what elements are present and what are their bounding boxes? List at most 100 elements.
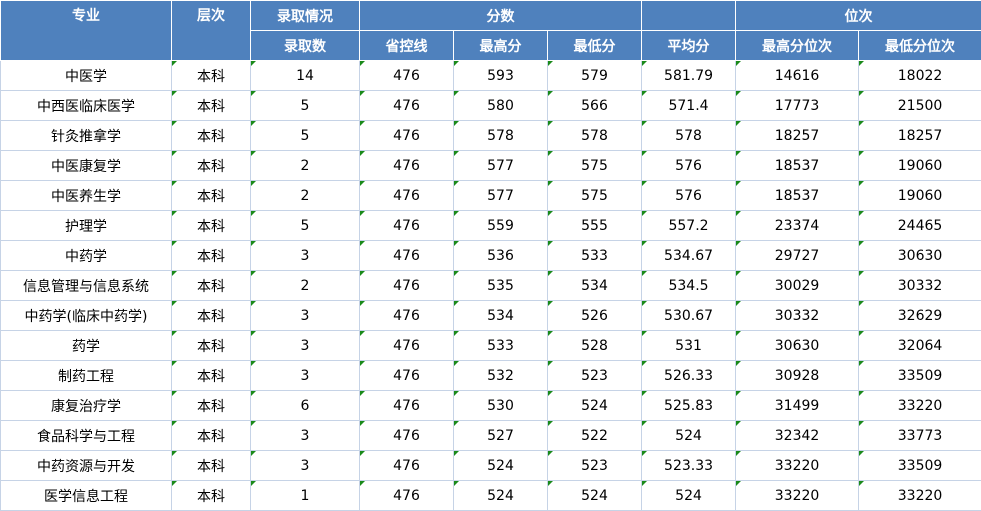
table-row: 中西医临床医学 本科 5 476 580 566 571.4 17773 21500: [0, 90, 981, 121]
cell-admit-count: 3: [250, 240, 360, 271]
cell-avg-score: 526.33: [641, 360, 737, 391]
cell-max-score: 534: [453, 300, 548, 331]
cell-max-rank: 14616: [735, 60, 860, 91]
cell-major: 中医养生学: [0, 180, 172, 211]
cell-province-line: 476: [359, 450, 454, 481]
cell-province-line: 476: [359, 300, 454, 331]
table-row: 中药学(临床中药学) 本科 3 476 534 526 530.67 30332 32629: [0, 300, 981, 331]
header-scores: 分数: [358, 0, 643, 31]
cell-major: 中医康复学: [0, 150, 172, 181]
cell-level: 本科: [171, 210, 251, 241]
cell-min-score: 578: [546, 120, 643, 151]
cell-admit-count: 3: [250, 420, 360, 451]
cell-province-line: 476: [359, 330, 454, 361]
cell-level: 本科: [171, 270, 251, 301]
cell-max-rank: 33220: [735, 450, 860, 481]
cell-admit-count: 3: [250, 360, 360, 391]
cell-min-rank: 33220: [858, 390, 981, 421]
cell-province-line: 476: [359, 150, 454, 181]
cell-min-score: 555: [546, 210, 643, 241]
cell-max-score: 578: [453, 120, 548, 151]
cell-max-rank: 32342: [735, 420, 860, 451]
cell-avg-score: 523.33: [641, 450, 737, 481]
cell-max-score: 580: [453, 90, 548, 121]
cell-province-line: 476: [359, 240, 454, 271]
cell-min-rank: 33509: [858, 360, 981, 391]
cell-major: 中药学: [0, 240, 172, 271]
cell-min-score: 575: [546, 150, 643, 181]
header-level: 层次: [171, 0, 251, 61]
table-row: 食品科学与工程 本科 3 476 527 522 524 32342 33773: [0, 420, 981, 451]
cell-major: 中药学(临床中药学): [0, 300, 172, 331]
header-min-rank: 最低分位次: [858, 30, 981, 61]
cell-major: 护理学: [0, 210, 172, 241]
header-admission: 录取情况: [250, 0, 360, 31]
cell-admit-count: 3: [250, 300, 360, 331]
cell-min-score: 522: [546, 420, 643, 451]
header-avg-score: 平均分: [641, 30, 737, 61]
cell-admit-count: 5: [250, 210, 360, 241]
cell-admit-count: 2: [250, 180, 360, 211]
cell-min-rank: 19060: [858, 150, 981, 181]
cell-major: 食品科学与工程: [0, 420, 172, 451]
cell-min-rank: 30630: [858, 240, 981, 271]
cell-min-rank: 24465: [858, 210, 981, 241]
cell-min-score: 566: [546, 90, 643, 121]
cell-admit-count: 14: [250, 60, 360, 91]
cell-admit-count: 3: [250, 330, 360, 361]
table-row: 中医康复学 本科 2 476 577 575 576 18537 19060: [0, 150, 981, 181]
cell-max-score: 577: [453, 180, 548, 211]
table-row: 中医学 本科 14 476 593 579 581.79 14616 18022: [0, 60, 981, 91]
cell-min-rank: 30332: [858, 270, 981, 301]
cell-level: 本科: [171, 150, 251, 181]
cell-major: 信息管理与信息系统: [0, 270, 172, 301]
cell-avg-score: 524: [641, 480, 737, 511]
cell-max-score: 536: [453, 240, 548, 271]
cell-min-rank: 32064: [858, 330, 981, 361]
cell-avg-score: 578: [641, 120, 737, 151]
cell-major: 中医学: [0, 60, 172, 91]
cell-province-line: 476: [359, 420, 454, 451]
cell-min-score: 579: [546, 60, 643, 91]
cell-major: 药学: [0, 330, 172, 361]
cell-major: 中西医临床医学: [0, 90, 172, 121]
cell-avg-score: 534.67: [641, 240, 737, 271]
cell-admit-count: 2: [250, 150, 360, 181]
cell-avg-score: 531: [641, 330, 737, 361]
cell-avg-score: 576: [641, 150, 737, 181]
cell-level: 本科: [171, 120, 251, 151]
cell-avg-score: 557.2: [641, 210, 737, 241]
cell-level: 本科: [171, 420, 251, 451]
cell-admit-count: 5: [250, 90, 360, 121]
cell-max-score: 530: [453, 390, 548, 421]
table-row: 护理学 本科 5 476 559 555 557.2 23374 24465: [0, 210, 981, 241]
cell-level: 本科: [171, 180, 251, 211]
table-row: 康复治疗学 本科 6 476 530 524 525.83 31499 33220: [0, 390, 981, 421]
cell-min-score: 534: [546, 270, 643, 301]
cell-major: 康复治疗学: [0, 390, 172, 421]
cell-min-rank: 33220: [858, 480, 981, 511]
cell-admit-count: 6: [250, 390, 360, 421]
cell-max-score: 524: [453, 450, 548, 481]
cell-min-rank: 21500: [858, 90, 981, 121]
cell-province-line: 476: [359, 210, 454, 241]
cell-avg-score: 524: [641, 420, 737, 451]
header-max-score: 最高分: [453, 30, 548, 61]
table-row: 医学信息工程 本科 1 476 524 524 524 33220 33220: [0, 480, 981, 511]
cell-province-line: 476: [359, 90, 454, 121]
cell-province-line: 476: [359, 120, 454, 151]
cell-admit-count: 3: [250, 450, 360, 481]
cell-major: 针灸推拿学: [0, 120, 172, 151]
cell-level: 本科: [171, 60, 251, 91]
table-body: 中医学 本科 14 476 593 579 581.79 14616 18022 中西医临床医学本…: [0, 60, 981, 511]
table-row: 信息管理与信息系统 本科 2 476 535 534 534.5 30029 30332: [0, 270, 981, 301]
cell-admit-count: 5: [250, 120, 360, 151]
cell-min-score: 533: [546, 240, 643, 271]
cell-avg-score: 534.5: [641, 270, 737, 301]
cell-admit-count: 2: [250, 270, 360, 301]
table-row: 中药资源与开发 本科 3 476 524 523 523.33 33220 33509: [0, 450, 981, 481]
cell-major: 制药工程: [0, 360, 172, 391]
cell-min-score: 528: [546, 330, 643, 361]
cell-max-score: 559: [453, 210, 548, 241]
